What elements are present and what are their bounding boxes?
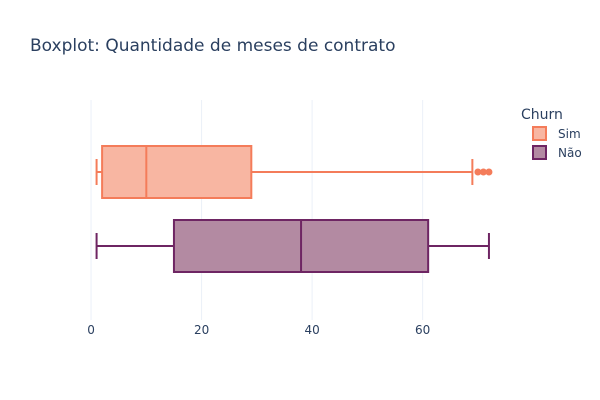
chart-title: Boxplot: Quantidade de meses de contrato [30,36,395,56]
outlier-point [485,168,493,176]
box-series-1 [95,219,490,273]
interquartile-box [101,145,253,199]
legend-item-0[interactable]: Sim [532,126,581,141]
legend-items: Sim Não [532,126,582,160]
boxes-layer [95,145,493,273]
x-axis-ticks: 0 20 40 60 [87,323,430,337]
x-tick-label: 60 [415,323,430,337]
box-series-0 [95,145,493,199]
x-tick-label: 20 [194,323,209,337]
legend-label: Sim [558,127,581,141]
legend-item-1[interactable]: Não [532,145,582,160]
legend-swatch [532,126,547,141]
legend: Churn Sim Não [521,107,582,160]
legend-title: Churn [521,107,563,123]
x-tick-label: 0 [87,323,95,337]
grid-layer [90,100,424,320]
legend-label: Não [558,146,582,160]
legend-swatch [532,145,547,160]
x-tick-label: 40 [304,323,319,337]
